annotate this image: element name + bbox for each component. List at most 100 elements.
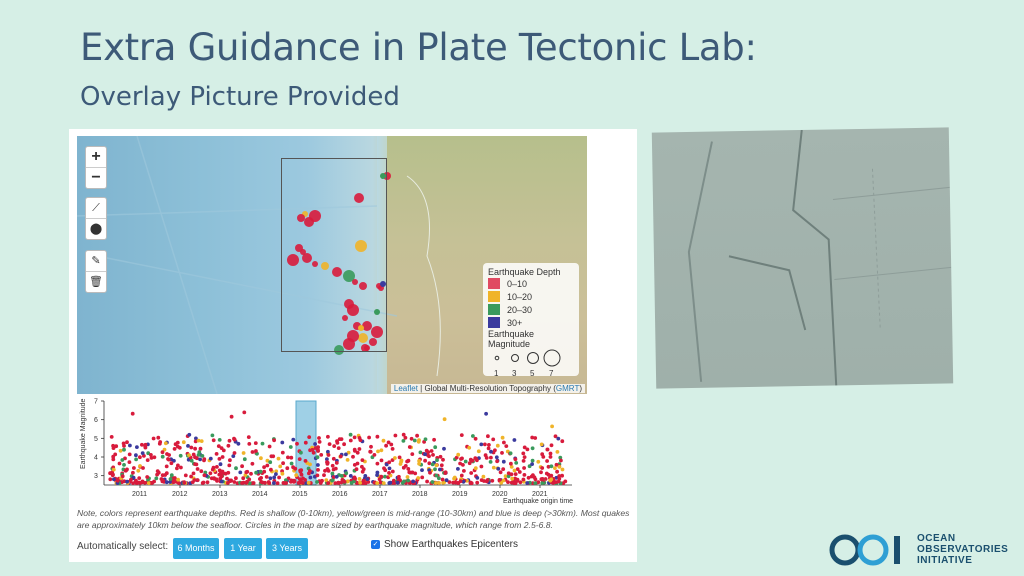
quake-point	[316, 445, 320, 450]
three-years-button[interactable]: 3 Years	[266, 538, 308, 559]
quake-point	[146, 451, 151, 456]
quake-point	[179, 465, 183, 470]
quake-marker[interactable]	[362, 321, 372, 331]
quake-point	[483, 442, 487, 447]
quake-point	[160, 478, 165, 483]
quake-point	[202, 473, 207, 478]
earthquake-map[interactable]: + − ⟋ ⬤ ✎ 🗑 Earthquake Depth 0–10 10–20 20…	[77, 136, 587, 394]
mag-label-5: 5	[530, 369, 535, 378]
quake-point	[556, 436, 561, 441]
quake-point	[443, 470, 448, 475]
quake-point	[149, 453, 153, 457]
quake-marker[interactable]	[321, 262, 329, 270]
quake-marker[interactable]	[380, 281, 386, 287]
quake-point	[386, 440, 391, 445]
quake-point	[240, 481, 244, 485]
quake-point	[127, 460, 132, 464]
x-tick-label: 2017	[372, 491, 388, 498]
quake-point	[175, 466, 179, 471]
quake-point	[241, 476, 246, 481]
quake-point	[178, 453, 183, 458]
quake-point	[375, 470, 380, 475]
quake-point	[502, 440, 506, 445]
chart-ylabel: Earthquake Magnitude	[80, 398, 87, 469]
quake-marker[interactable]	[334, 345, 344, 355]
quake-marker[interactable]	[358, 333, 368, 343]
quake-point	[469, 471, 474, 475]
quake-point	[423, 452, 427, 457]
quake-point	[459, 473, 464, 478]
selection-rectangle[interactable]	[281, 158, 387, 352]
gmrt-link[interactable]: GMRT	[555, 384, 580, 393]
quake-point	[217, 457, 222, 461]
quake-point	[375, 434, 380, 439]
quake-point	[211, 438, 216, 443]
six-months-button[interactable]: 6 Months	[173, 538, 219, 559]
quake-point	[268, 476, 273, 481]
quake-point	[132, 466, 136, 470]
quake-point	[169, 461, 174, 466]
quake-point	[238, 470, 243, 475]
quake-point	[136, 468, 141, 473]
y-tick-label: 5	[94, 436, 98, 443]
quake-point	[467, 445, 472, 450]
quake-point	[131, 481, 135, 485]
quake-point	[286, 455, 290, 460]
quake-point	[172, 447, 177, 451]
quake-marker[interactable]	[287, 254, 299, 266]
quake-marker[interactable]	[342, 315, 348, 321]
logo-line-3: INITIATIVE	[917, 555, 973, 566]
quake-point	[227, 463, 232, 468]
quake-point	[383, 474, 387, 479]
quake-point	[335, 441, 340, 445]
quake-point	[143, 445, 148, 450]
quake-marker[interactable]	[352, 279, 358, 285]
quake-marker[interactable]	[374, 309, 380, 315]
quake-marker[interactable]	[371, 326, 383, 338]
quake-marker[interactable]	[347, 330, 359, 342]
quake-marker[interactable]	[302, 253, 312, 263]
zoom-in-button[interactable]: +	[86, 147, 106, 168]
quake-point	[195, 456, 199, 461]
quake-point	[372, 453, 377, 457]
quake-point	[189, 474, 193, 479]
map-features	[77, 136, 441, 394]
quake-marker[interactable]	[359, 282, 367, 290]
quake-point	[195, 467, 200, 471]
quake-point	[488, 460, 493, 464]
quake-marker[interactable]	[354, 193, 364, 203]
zoom-out-button[interactable]: −	[91, 169, 101, 186]
quake-marker[interactable]	[361, 344, 369, 352]
quake-point	[393, 456, 397, 460]
quake-point	[111, 443, 115, 448]
quake-marker[interactable]	[347, 304, 359, 316]
trash-icon[interactable]: 🗑	[89, 276, 103, 288]
mag-label-1: 1	[494, 369, 499, 378]
one-year-button[interactable]: 1 Year	[224, 538, 262, 559]
quake-marker[interactable]	[297, 214, 305, 222]
quake-marker[interactable]	[309, 210, 321, 222]
quake-point	[454, 455, 459, 460]
quake-marker[interactable]	[343, 270, 355, 282]
quake-marker[interactable]	[355, 240, 367, 252]
quake-marker[interactable]	[380, 173, 386, 179]
quake-point	[407, 445, 412, 449]
leaflet-link[interactable]: Leaflet	[393, 384, 418, 393]
quake-marker[interactable]	[369, 338, 377, 346]
quake-point	[226, 470, 231, 475]
magnitude-time-chart[interactable]: Earthquake Magnitude Earthquake origin t…	[77, 397, 577, 505]
x-tick-label: 2013	[212, 491, 228, 498]
quake-point	[489, 455, 493, 460]
edit-icon[interactable]: ✎	[86, 251, 106, 272]
quake-marker[interactable]	[312, 261, 318, 267]
show-epicenters-label: Show Earthquakes Epicenters	[384, 539, 518, 550]
draw-line-icon[interactable]: ⟋	[86, 198, 106, 219]
show-epicenters-checkbox[interactable]: ✓ Show Earthquakes Epicenters	[371, 539, 518, 550]
quake-marker[interactable]	[332, 267, 342, 277]
quake-point	[285, 466, 290, 471]
quake-point	[232, 480, 237, 484]
place-marker-icon[interactable]: ⬤	[89, 223, 103, 235]
quake-marker[interactable]	[295, 244, 303, 252]
quake-marker[interactable]	[358, 325, 364, 331]
checkbox-checked-icon[interactable]: ✓	[371, 540, 380, 549]
